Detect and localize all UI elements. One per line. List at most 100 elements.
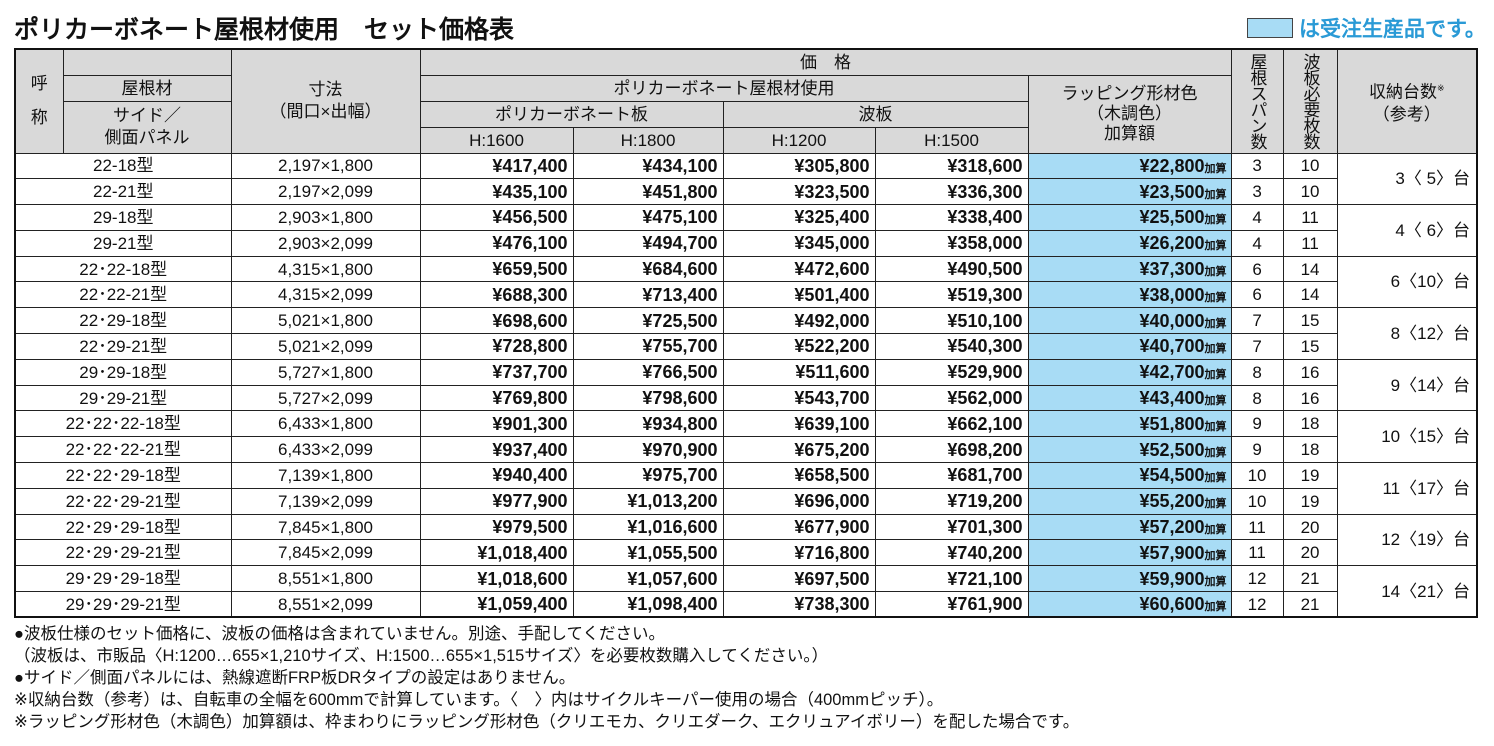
size: 7,139×1,800 [230, 462, 421, 489]
price-nami-h1500: ¥761,900 [874, 591, 1029, 618]
model-name: 29-18型 [14, 204, 232, 231]
wrap-suffix: 加算 [1204, 369, 1227, 382]
wrap-addition: ¥43,400加算 [1027, 384, 1232, 412]
table-row: 22･29-18型 5,021×1,800 ¥698,600 ¥725,500 ¥492… [14, 307, 1478, 360]
wrap-addition: ¥40,000加算 [1027, 307, 1232, 335]
size: 6,433×2,099 [230, 436, 421, 464]
header-side-2: 側面パネル [104, 128, 190, 147]
header-storage: 収納台数※ （参考） [1336, 48, 1478, 154]
wrap-addition: ¥57,200加算 [1027, 513, 1232, 541]
size: 7,845×1,800 [230, 513, 421, 541]
header-h1200: H:1200 [722, 126, 876, 154]
model-name: 29-21型 [14, 229, 232, 257]
notes: ●波板仕様のセット価格に、波板の価格は含まれていません。別途、手配してください。… [14, 623, 1079, 733]
sheets-needed: 10 [1282, 152, 1338, 180]
size: 4,315×2,099 [230, 281, 421, 309]
price-nami-h1500: ¥662,100 [874, 410, 1029, 438]
header-h1500: H:1500 [874, 126, 1029, 154]
sheets-needed: 18 [1282, 410, 1338, 438]
price-nami-h1200: ¥738,300 [722, 591, 876, 618]
wrap-suffix: 加算 [1204, 343, 1227, 356]
model-name: 22･22･22-18型 [14, 410, 232, 438]
price-nami-h1200: ¥677,900 [722, 513, 876, 541]
sheets-needed: 18 [1282, 436, 1338, 464]
roof-span: 9 [1230, 436, 1284, 464]
price-nami-h1500: ¥338,400 [874, 204, 1029, 231]
sheets-needed: 15 [1282, 333, 1338, 360]
price-nami-h1200: ¥696,000 [722, 487, 876, 515]
wrap-value: ¥26,200 [1139, 233, 1205, 254]
roof-span: 3 [1230, 152, 1284, 180]
price-nami-h1200: ¥323,500 [722, 178, 876, 206]
roof-span: 10 [1230, 462, 1284, 489]
made-to-order-legend: は受注生産品です。 [1247, 13, 1486, 43]
header-blank [63, 48, 232, 76]
header-sho: 称 [30, 108, 48, 128]
price-nami-h1500: ¥719,200 [874, 487, 1029, 515]
table-body: 22-18型 2,197×1,800 ¥417,400 ¥434,100 ¥305,80… [14, 152, 1478, 618]
size: 2,197×1,800 [230, 152, 421, 180]
price-poly-h1600: ¥688,300 [419, 281, 574, 309]
wrap-addition: ¥51,800加算 [1027, 410, 1232, 438]
model-name: 22･29･29-18型 [14, 513, 232, 541]
model-name: 22･22-21型 [14, 281, 232, 309]
model-name: 22･29･29-21型 [14, 539, 232, 567]
price-poly-h1800: ¥451,800 [572, 178, 724, 206]
sheets-needed: 20 [1282, 513, 1338, 541]
price-nami-h1200: ¥697,500 [722, 565, 876, 593]
price-poly-h1800: ¥766,500 [572, 358, 724, 386]
roof-span: 8 [1230, 384, 1284, 412]
table-row: 29･29･29-21型 8,551×2,099 ¥1,059,400 ¥1,098,… [14, 591, 1477, 618]
price-nami-h1500: ¥562,000 [874, 384, 1029, 412]
wrap-suffix: 加算 [1204, 420, 1227, 433]
wrap-suffix: 加算 [1204, 601, 1227, 614]
sheets-needed: 21 [1282, 565, 1338, 593]
price-nami-h1200: ¥325,400 [722, 204, 876, 231]
price-poly-h1800: ¥494,700 [572, 229, 724, 257]
table-row: 29-21型 2,903×2,099 ¥476,100 ¥494,700 ¥345,00… [14, 229, 1477, 257]
sheets-needed: 14 [1282, 255, 1338, 283]
wrap-value: ¥54,500 [1139, 465, 1205, 486]
price-poly-h1800: ¥755,700 [572, 333, 724, 360]
roof-span: 3 [1230, 178, 1284, 206]
price-nami-h1500: ¥358,000 [874, 229, 1029, 257]
table-row: 22･29･29-18型 7,845×1,800 ¥979,500 ¥1,016,60… [14, 513, 1478, 567]
size: 7,845×2,099 [230, 539, 421, 567]
model-name: 29･29･29-21型 [14, 591, 232, 618]
model-name: 29･29-21型 [14, 384, 232, 412]
table-row: 22･29･29-21型 7,845×2,099 ¥1,018,400 ¥1,055,… [14, 539, 1477, 567]
wrap-suffix: 加算 [1204, 240, 1227, 253]
model-name: 22･22･29-21型 [14, 487, 232, 515]
price-nami-h1200: ¥501,400 [722, 281, 876, 309]
sheets-needed: 15 [1282, 307, 1338, 335]
price-poly-h1800: ¥725,500 [572, 307, 724, 335]
table-row: 22･22-18型 4,315×1,800 ¥659,500 ¥684,600 ¥472… [14, 255, 1478, 309]
wrap-addition: ¥26,200加算 [1027, 229, 1232, 257]
price-nami-h1500: ¥336,300 [874, 178, 1029, 206]
price-nami-h1200: ¥658,500 [722, 462, 876, 489]
wrap-suffix: 加算 [1204, 188, 1227, 201]
wrap-addition: ¥22,800加算 [1027, 152, 1232, 180]
legend-swatch [1247, 18, 1293, 38]
model-name: 22･29-18型 [14, 307, 232, 335]
wrap-value: ¥59,900 [1139, 568, 1205, 589]
price-poly-h1800: ¥475,100 [572, 204, 724, 231]
price-nami-h1500: ¥740,200 [874, 539, 1029, 567]
price-nami-h1200: ¥639,100 [722, 410, 876, 438]
roof-span: 11 [1230, 539, 1284, 567]
table-row: 22･22-21型 4,315×2,099 ¥688,300 ¥713,400 ¥501… [14, 281, 1477, 309]
price-nami-h1200: ¥345,000 [722, 229, 876, 257]
wrap-value: ¥57,200 [1139, 517, 1205, 538]
price-poly-h1800: ¥1,055,500 [572, 539, 724, 567]
note: ●波板仕様のセット価格に、波板の価格は含まれていません。別途、手配してください。 [14, 625, 665, 643]
wrap-addition: ¥37,300加算 [1027, 255, 1232, 283]
header-price: 価 格 [419, 48, 1232, 76]
price-poly-h1600: ¥659,500 [419, 255, 574, 283]
wrap-value: ¥25,500 [1139, 207, 1205, 228]
wrap-suffix: 加算 [1204, 214, 1227, 227]
header-storage-sub: （参考） [1372, 104, 1441, 124]
wrap-value: ¥51,800 [1139, 413, 1205, 434]
header-roof: 屋根材 [62, 74, 232, 102]
sheets-needed: 21 [1282, 591, 1338, 618]
header-yobisho: 呼称 [14, 48, 64, 154]
